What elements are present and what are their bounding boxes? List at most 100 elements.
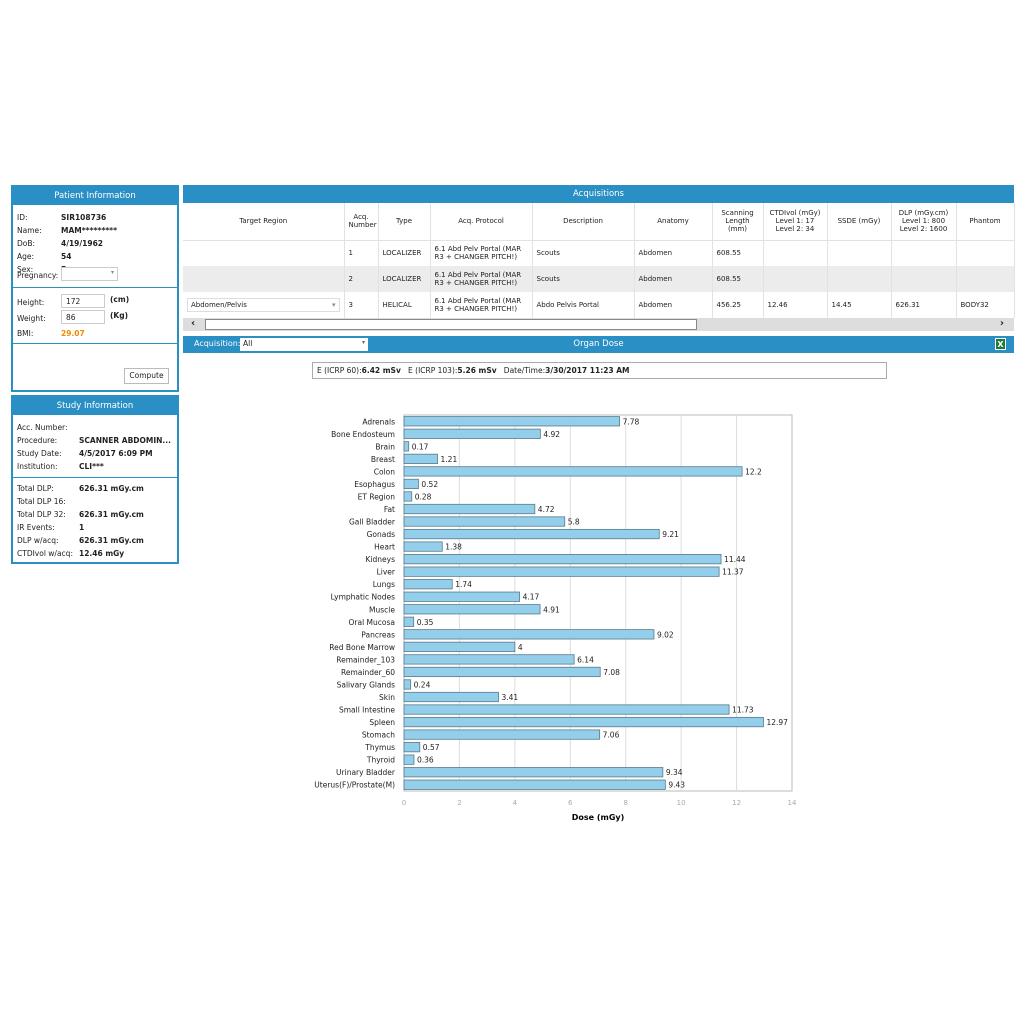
data-label: 0.28 (415, 492, 432, 501)
column-header[interactable]: Scanning Length (mm) (712, 203, 764, 241)
category-label: Pancreas (361, 630, 395, 639)
category-label: Adrenals (362, 417, 395, 426)
table-cell (891, 240, 957, 266)
column-header[interactable]: Phantom (956, 203, 1015, 241)
category-label: Gall Bladder (349, 518, 396, 527)
category-label: Colon (374, 467, 395, 476)
weight-label: Weight: (17, 314, 46, 323)
scroll-left-icon[interactable]: ‹ (191, 318, 196, 329)
bar (403, 767, 664, 778)
column-header[interactable]: Target Region (183, 203, 345, 241)
compute-button[interactable]: Compute (124, 368, 169, 384)
x-tick-label: 8 (623, 799, 627, 807)
category-label: Fat (384, 505, 395, 514)
bar (403, 579, 453, 590)
study-field-label: Study Date: (17, 449, 62, 458)
pregnancy-label: Pregnancy: (17, 271, 59, 280)
table-cell: 608.55 (712, 240, 764, 266)
category-label: Remainder_60 (341, 668, 395, 677)
scrollbar-thumb[interactable] (205, 319, 697, 330)
scroll-right-icon[interactable]: › (999, 318, 1004, 329)
column-header[interactable]: Type (378, 203, 431, 241)
data-label: 6.14 (577, 655, 594, 664)
data-label: 11.44 (724, 555, 746, 564)
x-tick-label: 10 (677, 799, 686, 807)
patient-field-value: 4/19/1962 (61, 239, 104, 248)
table-cell: Abdomen (634, 240, 713, 266)
target-region-select[interactable]: Abdomen/Pelvis ▾ (183, 292, 345, 318)
data-label: 1.21 (441, 455, 458, 464)
table-cell: Scouts (532, 266, 635, 292)
patient-field-label: DoB: (17, 239, 36, 248)
study-field-label: Acc. Number: (17, 423, 68, 432)
excel-export-icon[interactable]: X (995, 338, 1006, 350)
category-label: Salivary Glands (337, 680, 395, 689)
category-label: Thyroid (366, 756, 395, 765)
data-label: 4.92 (543, 430, 560, 439)
table-cell: LOCALIZER (378, 266, 431, 292)
bar (403, 428, 541, 439)
category-label: Liver (377, 568, 396, 577)
bmi-value: 29.07 (61, 329, 85, 338)
x-tick-label: 2 (457, 799, 461, 807)
x-tick-label: 12 (732, 799, 741, 807)
data-label: 0.36 (417, 756, 434, 765)
table-cell: 6.1 Abd Pelv Portal (MAR R3 + CHANGER PI… (430, 292, 533, 318)
bar (403, 441, 410, 452)
column-header[interactable]: CTDIvol (mGy) Level 1: 17 Level 2: 34 (763, 203, 828, 241)
data-label: 9.43 (668, 781, 685, 790)
x-tick-label: 4 (513, 799, 518, 807)
x-tick-label: 14 (788, 799, 797, 807)
acquisition-select[interactable]: All ▾ (240, 338, 368, 351)
column-header[interactable]: Acq. Protocol (430, 203, 533, 241)
data-label: 0.57 (423, 743, 440, 752)
category-label: Breast (371, 455, 395, 464)
column-header[interactable]: SSDE (mGy) (827, 203, 892, 241)
acquisition-label: Acquisition: (194, 339, 241, 348)
bar (403, 554, 722, 565)
data-label: 4 (518, 643, 523, 652)
column-header[interactable]: Anatomy (634, 203, 713, 241)
bar (403, 541, 443, 552)
dose-field-label: IR Events: (17, 523, 55, 532)
category-label: Skin (379, 693, 395, 702)
table-row[interactable]: 2 LOCALIZER 6.1 Abd Pelv Portal (MAR R3 + … (183, 266, 1015, 292)
dose-field-value: 12.46 mGy (79, 549, 125, 558)
chevron-down-icon: ▾ (331, 301, 336, 309)
bar (403, 729, 601, 740)
table-cell (956, 266, 1015, 292)
data-label: 7.06 (603, 731, 620, 740)
bar (403, 591, 520, 602)
weight-input[interactable]: 86 (61, 310, 105, 324)
data-label: 3.41 (502, 693, 519, 702)
table-cell (763, 240, 828, 266)
data-label: 7.08 (603, 668, 620, 677)
dose-field-label: DLP w/acq: (17, 536, 59, 545)
bar (403, 491, 413, 502)
category-label: Kidneys (366, 555, 396, 564)
data-label: 0.35 (417, 618, 434, 627)
table-cell (956, 240, 1015, 266)
x-axis-title: Dose (mGy) (572, 813, 625, 822)
dose-field-value: 626.31 mGy.cm (79, 536, 144, 545)
data-label: 0.52 (421, 480, 438, 489)
bar (403, 616, 415, 627)
bar (403, 779, 666, 790)
column-header[interactable]: Acq. Number (344, 203, 379, 241)
bmi-label: BMI: (17, 329, 34, 338)
column-header[interactable]: DLP (mGy.cm) Level 1: 800 Level 2: 1600 (891, 203, 957, 241)
target-region-dropdown[interactable]: Abdomen/Pelvis ▾ (187, 298, 340, 312)
data-label: 12.97 (766, 718, 788, 727)
column-header[interactable]: Description (532, 203, 635, 241)
x-tick-label: 6 (568, 799, 573, 807)
pregnancy-select[interactable]: ▾ (61, 267, 118, 281)
table-row[interactable]: Abdomen/Pelvis ▾ 3 HELICAL 6.1 Abd Pelv Port… (183, 292, 1015, 318)
table-row[interactable]: 1 LOCALIZER 6.1 Abd Pelv Portal (MAR R3 + … (183, 240, 1015, 266)
acquisitions-table: Target Region Acq. Number Type Acq. Protoco… (183, 203, 1015, 318)
organ-dose-header: Acquisition: All ▾ Organ Dose X (183, 336, 1014, 353)
study-field-value: SCANNER ABDOMIN... (79, 436, 171, 445)
horizontal-scrollbar[interactable]: ‹ › (183, 318, 1014, 331)
height-input[interactable]: 172 (61, 294, 105, 308)
weight-unit: (Kg) (110, 311, 129, 320)
